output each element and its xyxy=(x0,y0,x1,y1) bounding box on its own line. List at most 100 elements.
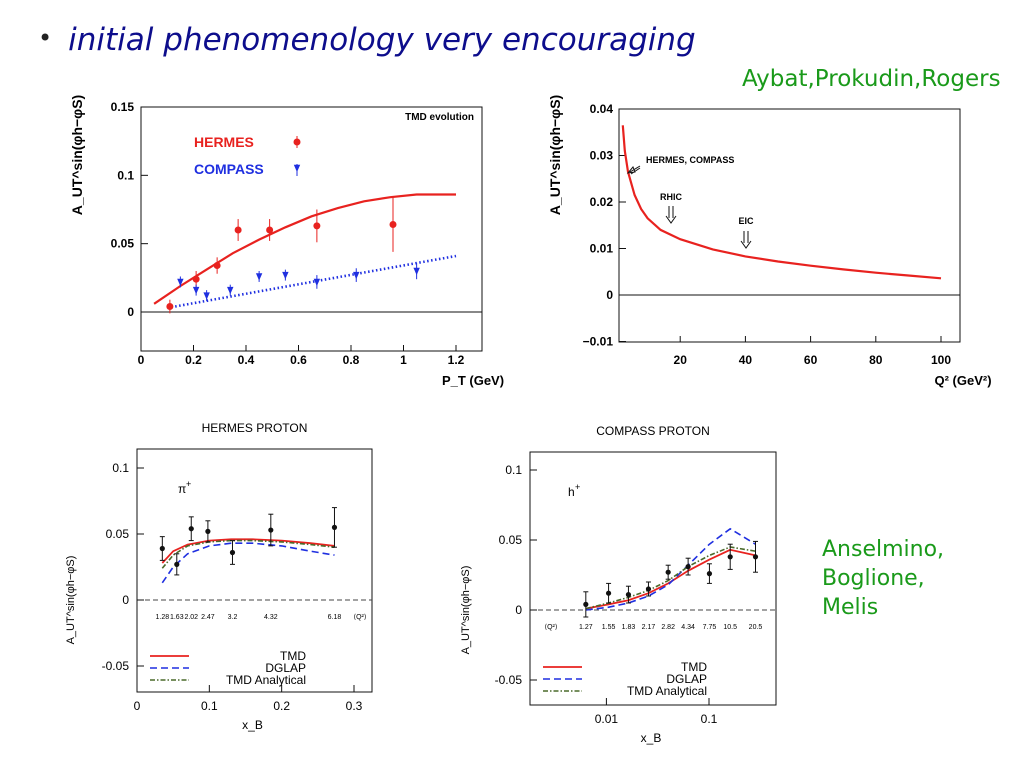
annotation-hermes-compass: HERMES, COMPASS xyxy=(646,155,734,165)
x-tick-label: 40 xyxy=(739,353,753,367)
hermes-point xyxy=(166,303,174,311)
y-tick-label: -0.05 xyxy=(495,673,523,687)
data-point xyxy=(583,601,589,608)
y-axis-label: A_UT^sin(φh−φS) xyxy=(547,95,563,215)
data-point xyxy=(727,554,733,560)
y-tick-label: 0 xyxy=(122,593,129,607)
y-axis-label: A_UT^sin(φh−φS) xyxy=(65,556,77,645)
y-tick-label: 0.03 xyxy=(590,149,614,163)
y-tick-label: 0.05 xyxy=(106,527,130,541)
x-tick-label: 0 xyxy=(134,699,141,713)
y-tick-label: -0.05 xyxy=(102,659,130,673)
curve-tmd-analytical xyxy=(585,546,756,610)
compass-point xyxy=(413,267,420,276)
headline-text: initial phenomenology very encouraging xyxy=(68,22,696,58)
legend-hermes: HERMES xyxy=(194,134,254,150)
y-tick-label: 0 xyxy=(606,288,613,302)
data-point xyxy=(685,564,691,570)
data-point xyxy=(331,524,338,531)
x-tick-label: 0.8 xyxy=(343,353,360,367)
data-point xyxy=(752,554,759,560)
chart-title: COMPASS PROTON xyxy=(596,424,710,438)
x-tick-label: 0.4 xyxy=(238,353,255,367)
legend-label-dglap: DGLAP xyxy=(666,672,707,686)
data-point xyxy=(665,569,671,575)
y-tick-label: 0.04 xyxy=(590,102,614,116)
annotation-arrow xyxy=(665,206,677,224)
chart-title: TMD evolution xyxy=(405,112,474,123)
compass-point xyxy=(353,271,360,280)
chart-compass-proton: COMPASS PROTON -0.05 0 0.05 0.1 0.01 0.1 x_B A_U… xyxy=(460,424,777,745)
y-axis-label: A_UT^sin(φh−φS) xyxy=(69,95,85,215)
q2-value: 6.18 xyxy=(328,614,342,621)
chart-q2-evolution: −0.01 0 0.01 0.02 0.03 0.04 20 40 60 80 100 Q² (GeV… xyxy=(547,95,992,388)
q2-value: 1.83 xyxy=(622,624,636,631)
data-point xyxy=(268,527,274,533)
chart-pt-asymmetry: 0 0.05 0.1 0.15 0 0.2 0.4 0.6 0.8 1 1.2 P_T (GeV) A_… xyxy=(69,95,504,388)
x-axis-label: P_T (GeV) xyxy=(442,373,504,388)
compass-point xyxy=(255,273,263,281)
plot-frame xyxy=(529,451,777,706)
x-tick-label: 1.2 xyxy=(448,353,465,367)
legend-label-dglap: DGLAP xyxy=(265,661,306,675)
q2-value: 3.2 xyxy=(228,614,238,621)
credit-line: Anselmino, xyxy=(822,537,945,562)
q2-value: 1.55 xyxy=(602,624,616,631)
x-tick-label: 0.2 xyxy=(185,353,202,367)
legend-label-tmd: TMD xyxy=(681,660,707,674)
y-tick-label: 0.1 xyxy=(117,168,134,182)
compass-point xyxy=(227,286,234,295)
credit-line: Boglione, xyxy=(822,566,925,591)
credit-aybat-prokudin-rogers: Aybat,Prokudin,Rogers xyxy=(742,66,1001,92)
x-axis-label: Q² (GeV²) xyxy=(934,373,991,388)
hermes-point xyxy=(213,262,221,270)
bullet: • xyxy=(38,24,53,52)
data-point xyxy=(625,592,632,598)
plot-frame xyxy=(140,106,483,352)
hermes-point xyxy=(234,226,242,234)
hermes-point xyxy=(313,222,321,230)
y-tick-label: 0.15 xyxy=(111,100,135,114)
q2-value: 10.5 xyxy=(723,624,737,631)
compass-curve xyxy=(167,254,457,310)
chart-title: HERMES PROTON xyxy=(202,421,308,435)
plot-frame xyxy=(136,448,373,693)
x-tick-label: 0.2 xyxy=(273,699,290,713)
y-tick-label: 0 xyxy=(515,603,522,617)
q2-row-label: ⟨Q²⟩ xyxy=(353,613,367,621)
x-tick-label: 60 xyxy=(804,353,818,367)
hermes-point xyxy=(266,226,274,234)
annotation-eic: EIC xyxy=(738,216,754,226)
y-tick-label: −0.01 xyxy=(583,335,614,349)
credit-line: Melis xyxy=(822,595,879,620)
x-tick-label: 0.6 xyxy=(290,353,307,367)
x-tick-label: 0.01 xyxy=(595,712,619,726)
x-tick-label: 0 xyxy=(138,353,145,367)
x-tick-label: 80 xyxy=(869,353,883,367)
q2-value: 1.28 xyxy=(156,614,170,621)
asymmetry-curve xyxy=(621,125,942,280)
y-tick-label: 0.05 xyxy=(499,533,523,547)
x-tick-label: 0.3 xyxy=(346,699,363,713)
y-tick-label: 0 xyxy=(127,305,134,319)
y-tick-label: 0.1 xyxy=(112,461,129,475)
hadron-label: π xyxy=(178,482,186,496)
hadron-label: h xyxy=(568,485,575,499)
compass-point xyxy=(282,271,289,280)
compass-point xyxy=(313,278,321,287)
q2-value: 2.47 xyxy=(201,614,215,621)
x-tick-label: 20 xyxy=(674,353,688,367)
annotation-arrow xyxy=(626,165,641,175)
chart-hermes-proton: HERMES PROTON -0.05 0 0.05 0.1 0 0.1 0.2 0.3 x_B A… xyxy=(65,421,373,732)
legend-label-tmd-analytical: TMD Analytical xyxy=(226,673,306,687)
q2-value: 1.27 xyxy=(579,624,593,631)
x-axis-label: x_B xyxy=(641,731,662,745)
q2-value: 2.02 xyxy=(184,614,198,621)
compass-point xyxy=(177,278,184,287)
q2-value: 4.34 xyxy=(681,624,695,631)
compass-point xyxy=(192,286,200,295)
y-tick-label: 0.02 xyxy=(590,195,614,209)
curve-tmd xyxy=(161,538,335,564)
hermes-point xyxy=(389,221,397,229)
